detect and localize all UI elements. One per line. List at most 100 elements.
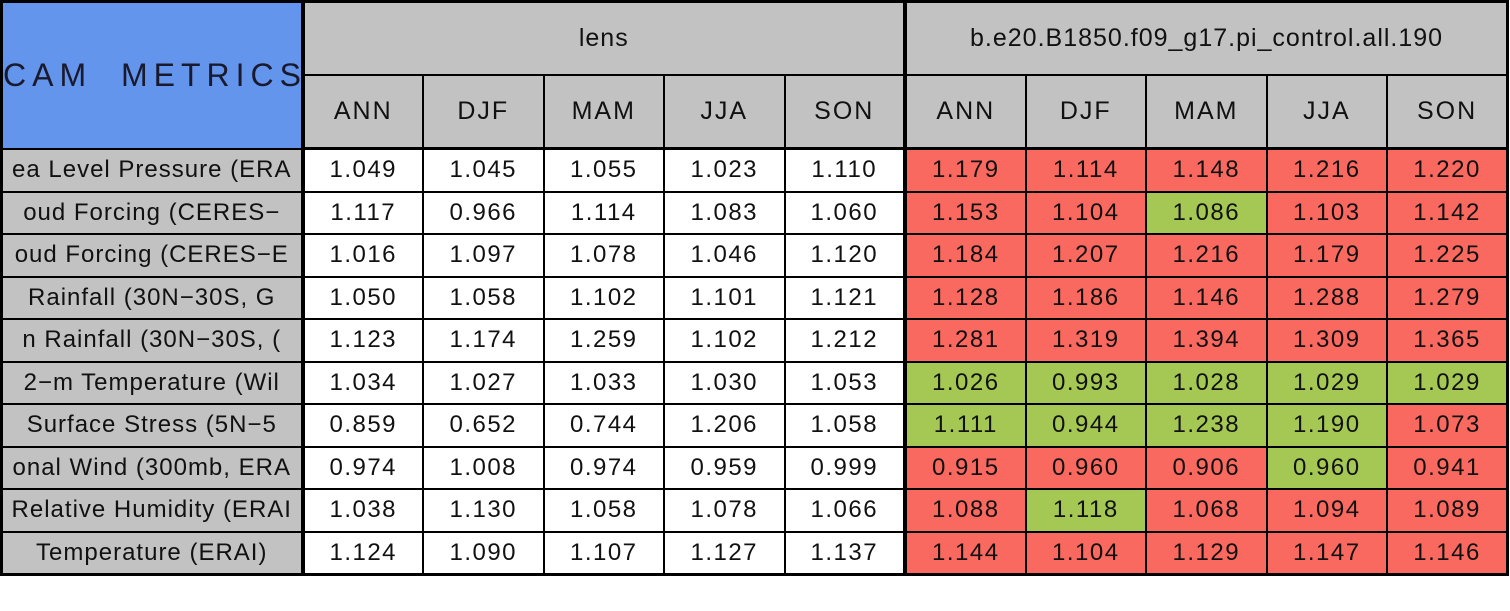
control-value-cell: 1.146 [1145,275,1268,320]
season-header-control-jja: JJA [1265,74,1389,150]
control-value-cell: 0.941 [1386,445,1509,490]
control-value-cell: 1.104 [1024,190,1148,235]
lens-value-cell: 1.206 [663,403,786,448]
control-value-cell: 1.153 [903,190,1027,235]
lens-value-cell: 0.999 [783,445,907,490]
control-value-cell: 1.111 [903,403,1027,448]
lens-value-cell: 1.078 [542,233,665,278]
control-value-cell: 1.288 [1265,275,1389,320]
season-header-control-djf: DJF [1024,74,1148,150]
control-value-cell: 1.148 [1145,147,1268,193]
lens-value-cell: 1.008 [422,445,545,490]
lens-value-cell: 1.060 [783,190,907,235]
lens-value-cell: 0.974 [301,445,424,490]
lens-value-cell: 1.097 [422,233,545,278]
lens-value-cell: 1.045 [422,147,545,193]
control-value-cell: 1.207 [1024,233,1148,278]
table-row: oud Forcing (CERES−E 1.016 1.097 1.078 1… [0,233,1509,278]
control-value-cell: 1.026 [903,360,1027,405]
control-value-cell: 1.129 [1145,530,1268,576]
lens-value-cell: 1.117 [301,190,424,235]
control-value-cell: 1.147 [1265,530,1389,576]
lens-value-cell: 1.030 [663,360,786,405]
season-header-control-son: SON [1386,74,1509,150]
group-header-control: b.e20.B1850.f09_g17.pi_control.all.190 [903,0,1509,76]
lens-value-cell: 1.050 [301,275,424,320]
table-row: Temperature (ERAI) 1.124 1.090 1.107 1.1… [0,530,1509,576]
metric-label: 2−m Temperature (Wil [0,360,305,405]
lens-value-cell: 1.016 [301,233,424,278]
lens-value-cell: 1.124 [301,530,424,576]
lens-value-cell: 1.058 [542,488,665,533]
table-row: oud Forcing (CERES− 1.117 0.966 1.114 1.… [0,190,1509,235]
control-value-cell: 0.906 [1145,445,1268,490]
metric-label: onal Wind (300mb, ERA [0,445,305,490]
control-value-cell: 1.089 [1386,488,1509,533]
lens-value-cell: 1.102 [663,318,786,363]
lens-value-cell: 1.066 [783,488,907,533]
header-row-groups: CAM METRICS lens b.e20.B1850.f09_g17.pi_… [0,0,1509,150]
lens-value-cell: 0.959 [663,445,786,490]
control-value-cell: 1.068 [1145,488,1268,533]
season-header-control-mam: MAM [1145,74,1268,150]
lens-value-cell: 0.744 [542,403,665,448]
control-value-cell: 1.216 [1265,147,1389,193]
metric-label: Relative Humidity (ERAI [0,488,305,533]
lens-value-cell: 1.058 [783,403,907,448]
lens-value-cell: 1.121 [783,275,907,320]
season-header-lens-djf: DJF [422,74,545,150]
control-value-cell: 1.281 [903,318,1027,363]
metric-label: oud Forcing (CERES−E [0,233,305,278]
lens-value-cell: 1.046 [663,233,786,278]
lens-value-cell: 1.212 [783,318,907,363]
lens-value-cell: 1.027 [422,360,545,405]
control-value-cell: 1.028 [1145,360,1268,405]
lens-value-cell: 1.107 [542,530,665,576]
lens-value-cell: 1.038 [301,488,424,533]
table-row: Relative Humidity (ERAI 1.038 1.130 1.05… [0,488,1509,533]
table-row: n Rainfall (30N−30S, ( 1.123 1.174 1.259… [0,318,1509,363]
lens-value-cell: 0.652 [422,403,545,448]
season-header-lens-son: SON [783,74,907,150]
lens-value-cell: 1.174 [422,318,545,363]
control-value-cell: 0.993 [1024,360,1148,405]
control-value-cell: 1.128 [903,275,1027,320]
control-value-cell: 0.960 [1265,445,1389,490]
lens-value-cell: 1.033 [542,360,665,405]
control-value-cell: 1.086 [1145,190,1268,235]
lens-value-cell: 1.034 [301,360,424,405]
lens-value-cell: 1.049 [301,147,424,193]
control-value-cell: 1.114 [1024,147,1148,193]
lens-value-cell: 1.137 [783,530,907,576]
metric-label: Temperature (ERAI) [0,530,305,576]
lens-value-cell: 1.120 [783,233,907,278]
control-value-cell: 1.029 [1265,360,1389,405]
control-value-cell: 1.225 [1386,233,1509,278]
lens-value-cell: 1.053 [783,360,907,405]
lens-value-cell: 1.259 [542,318,665,363]
control-value-cell: 1.186 [1024,275,1148,320]
cam-metrics-table: CAM METRICS lens b.e20.B1850.f09_g17.pi_… [0,0,1510,576]
control-value-cell: 1.279 [1386,275,1509,320]
lens-value-cell: 1.110 [783,147,907,193]
lens-value-cell: 1.127 [663,530,786,576]
control-value-cell: 0.944 [1024,403,1148,448]
metric-label: n Rainfall (30N−30S, ( [0,318,305,363]
control-value-cell: 1.394 [1145,318,1268,363]
lens-value-cell: 1.083 [663,190,786,235]
control-value-cell: 1.094 [1265,488,1389,533]
control-value-cell: 1.142 [1386,190,1509,235]
control-value-cell: 1.073 [1386,403,1509,448]
season-header-control-ann: ANN [903,74,1027,150]
lens-value-cell: 1.090 [422,530,545,576]
table-row: Surface Stress (5N−5 0.859 0.652 0.744 1… [0,403,1509,448]
lens-value-cell: 1.023 [663,147,786,193]
table-title: CAM METRICS [0,0,305,150]
table-row: ea Level Pressure (ERA 1.049 1.045 1.055… [0,147,1509,193]
group-header-lens: lens [301,0,907,76]
lens-value-cell: 1.114 [542,190,665,235]
metric-label: oud Forcing (CERES− [0,190,305,235]
control-value-cell: 1.146 [1386,530,1509,576]
control-value-cell: 1.144 [903,530,1027,576]
control-value-cell: 1.103 [1265,190,1389,235]
